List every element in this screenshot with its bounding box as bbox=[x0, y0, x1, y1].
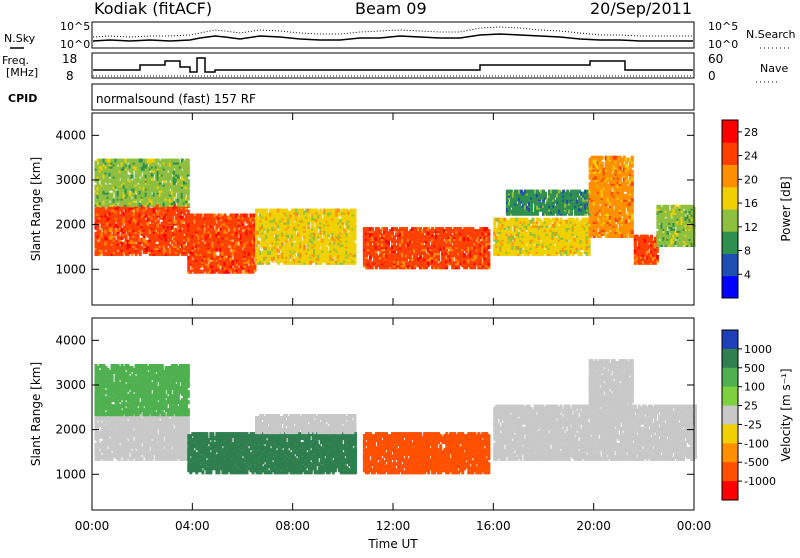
freq-unit-label: [MHz] bbox=[6, 66, 38, 79]
data-cell bbox=[303, 245, 306, 249]
data-cell bbox=[405, 227, 408, 231]
data-cell bbox=[131, 175, 134, 179]
nsearch-trace bbox=[93, 27, 693, 37]
data-cell bbox=[187, 163, 190, 167]
noise-tick-right-high: 10^5 bbox=[708, 20, 738, 33]
noise-tick-left-low: 10^0 bbox=[60, 38, 90, 51]
data-cell bbox=[187, 197, 190, 201]
cpid-label: CPID bbox=[8, 92, 37, 105]
data-cell bbox=[177, 159, 180, 163]
data-cell bbox=[493, 222, 496, 226]
nsearch-label: N.Search bbox=[746, 28, 796, 41]
date-title: 20/Sep/2011 bbox=[590, 0, 692, 18]
nave-tick-high: 60 bbox=[708, 52, 723, 66]
data-cell bbox=[187, 189, 190, 193]
data-region bbox=[95, 159, 190, 207]
data-cell bbox=[199, 214, 202, 218]
noise-panel bbox=[92, 22, 694, 48]
data-cell bbox=[265, 209, 268, 213]
station-title: Kodiak (fitACF) bbox=[94, 0, 212, 18]
data-cell bbox=[451, 257, 454, 261]
data-cell bbox=[187, 203, 190, 207]
data-cell bbox=[157, 220, 160, 224]
data-cell bbox=[131, 171, 134, 175]
data-region bbox=[493, 218, 590, 256]
data-cell bbox=[353, 251, 356, 255]
data-cell bbox=[319, 235, 322, 239]
data-cell bbox=[353, 209, 356, 213]
data-cell bbox=[139, 252, 142, 256]
data-cell bbox=[246, 214, 249, 218]
nave-tick-low: 0 bbox=[708, 69, 716, 83]
data-cell bbox=[487, 229, 490, 233]
data-cell bbox=[257, 247, 260, 251]
data-region bbox=[363, 227, 490, 269]
data-cell bbox=[487, 251, 490, 255]
noise-tick-right-low: 10^0 bbox=[708, 38, 738, 51]
data-cell bbox=[371, 227, 374, 231]
data-cell bbox=[353, 213, 356, 217]
beam-title: Beam 09 bbox=[355, 0, 427, 18]
data-cell bbox=[391, 231, 394, 235]
data-cell bbox=[487, 257, 490, 261]
data-cell bbox=[353, 259, 356, 263]
nave-label: Nave bbox=[760, 62, 788, 75]
data-cell bbox=[187, 179, 190, 183]
data-cell bbox=[509, 228, 512, 232]
data-region bbox=[255, 209, 356, 265]
data-cell bbox=[111, 193, 114, 197]
data-cell bbox=[385, 227, 388, 231]
data-cell bbox=[325, 247, 328, 251]
data-cell bbox=[213, 252, 216, 256]
data-region bbox=[95, 204, 190, 256]
freq-tick-low: 8 bbox=[66, 69, 74, 83]
noise-tick-left-high: 10^5 bbox=[60, 20, 90, 33]
data-cell bbox=[353, 243, 356, 247]
data-cell bbox=[532, 218, 535, 222]
cpid-text: normalsound (fast) 157 RF bbox=[96, 92, 256, 106]
freq-tick-high: 18 bbox=[62, 52, 77, 66]
data-cell bbox=[187, 210, 190, 214]
nsky-label: N.Sky bbox=[4, 32, 36, 45]
data-region bbox=[187, 214, 256, 274]
data-cell bbox=[187, 159, 190, 163]
freq-panel bbox=[92, 53, 694, 78]
freq-trace bbox=[93, 58, 693, 72]
